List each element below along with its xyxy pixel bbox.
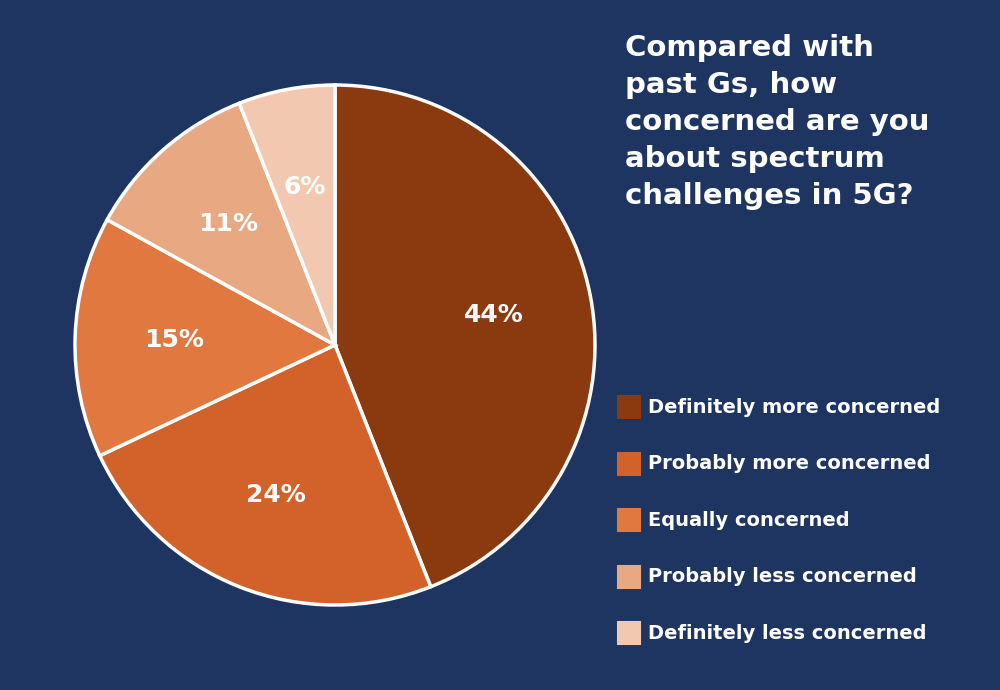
Text: Compared with
past Gs, how
concerned are you
about spectrum
challenges in 5G?: Compared with past Gs, how concerned are… [625,34,930,210]
Text: 6%: 6% [284,175,326,199]
Text: Probably more concerned: Probably more concerned [648,454,930,473]
Text: Definitely more concerned: Definitely more concerned [648,397,940,417]
Wedge shape [100,345,431,605]
Wedge shape [239,85,335,345]
Wedge shape [107,104,335,345]
Wedge shape [75,219,335,455]
Text: Definitely less concerned: Definitely less concerned [648,624,926,643]
Text: 11%: 11% [198,212,258,236]
Text: Probably less concerned: Probably less concerned [648,567,917,586]
Wedge shape [335,85,595,586]
Text: 44%: 44% [463,303,523,327]
Text: 24%: 24% [246,483,306,507]
Text: Equally concerned: Equally concerned [648,511,850,530]
Text: 15%: 15% [144,328,204,352]
